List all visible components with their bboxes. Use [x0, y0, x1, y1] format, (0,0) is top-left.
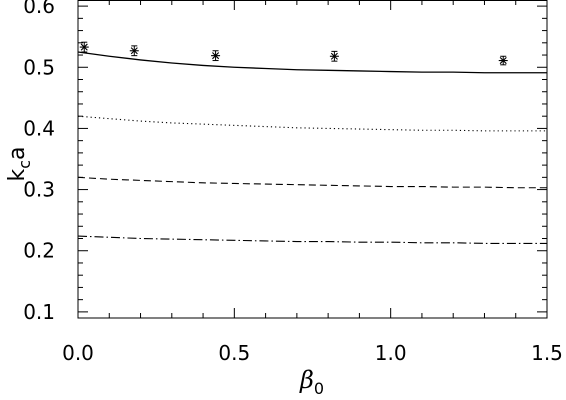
y-axis-title-tail: a [5, 146, 30, 159]
x-axis-ticks [77, 0, 548, 318]
asterisk-marker-stroke [212, 52, 220, 60]
x-axis-title-subscript: 0 [314, 379, 324, 398]
data-point [211, 50, 221, 62]
y-tick-label: 0.1 [23, 300, 55, 324]
y-axis-title: kca [5, 146, 34, 181]
asterisk-marker-stroke [330, 52, 338, 60]
y-axis-title-main: k [5, 169, 30, 182]
y-tick-label: 0.2 [23, 239, 55, 263]
y-axis-title-subscript: c [15, 160, 34, 169]
y-tick-label: 0.4 [23, 116, 55, 140]
data-points [79, 41, 508, 66]
asterisk-marker-stroke [80, 43, 88, 51]
y-axis-tick-labels: 0.1 0.2 0.3 0.4 0.5 0.6 [23, 0, 55, 324]
y-tick-label: 0.6 [23, 0, 55, 18]
asterisk-marker-stroke [130, 47, 138, 55]
x-axis-title-main: β [299, 366, 314, 394]
x-tick-label: 1.5 [531, 341, 563, 365]
series-line-dashdot [77, 235, 547, 244]
y-tick-label: 0.3 [23, 178, 55, 202]
plot-frame [77, 0, 548, 319]
data-point [129, 45, 139, 57]
data-point [79, 41, 89, 53]
plot-border [77, 0, 548, 319]
x-axis-tick-labels: 0.0 0.5 1.0 1.5 [62, 341, 563, 365]
series-line-solid [77, 51, 547, 74]
series-lines [77, 51, 547, 244]
x-tick-label: 0.0 [62, 341, 94, 365]
asterisk-marker-stroke [499, 57, 507, 65]
x-tick-label: 1.0 [375, 341, 407, 365]
data-point [498, 55, 508, 66]
series-line-dashed [77, 176, 547, 189]
y-tick-label: 0.5 [23, 55, 55, 79]
y-axis-ticks [78, 5, 547, 313]
x-axis-title: β0 [299, 366, 324, 398]
data-point [329, 50, 339, 62]
series-line-dotted [77, 115, 547, 132]
x-tick-label: 0.5 [218, 341, 250, 365]
